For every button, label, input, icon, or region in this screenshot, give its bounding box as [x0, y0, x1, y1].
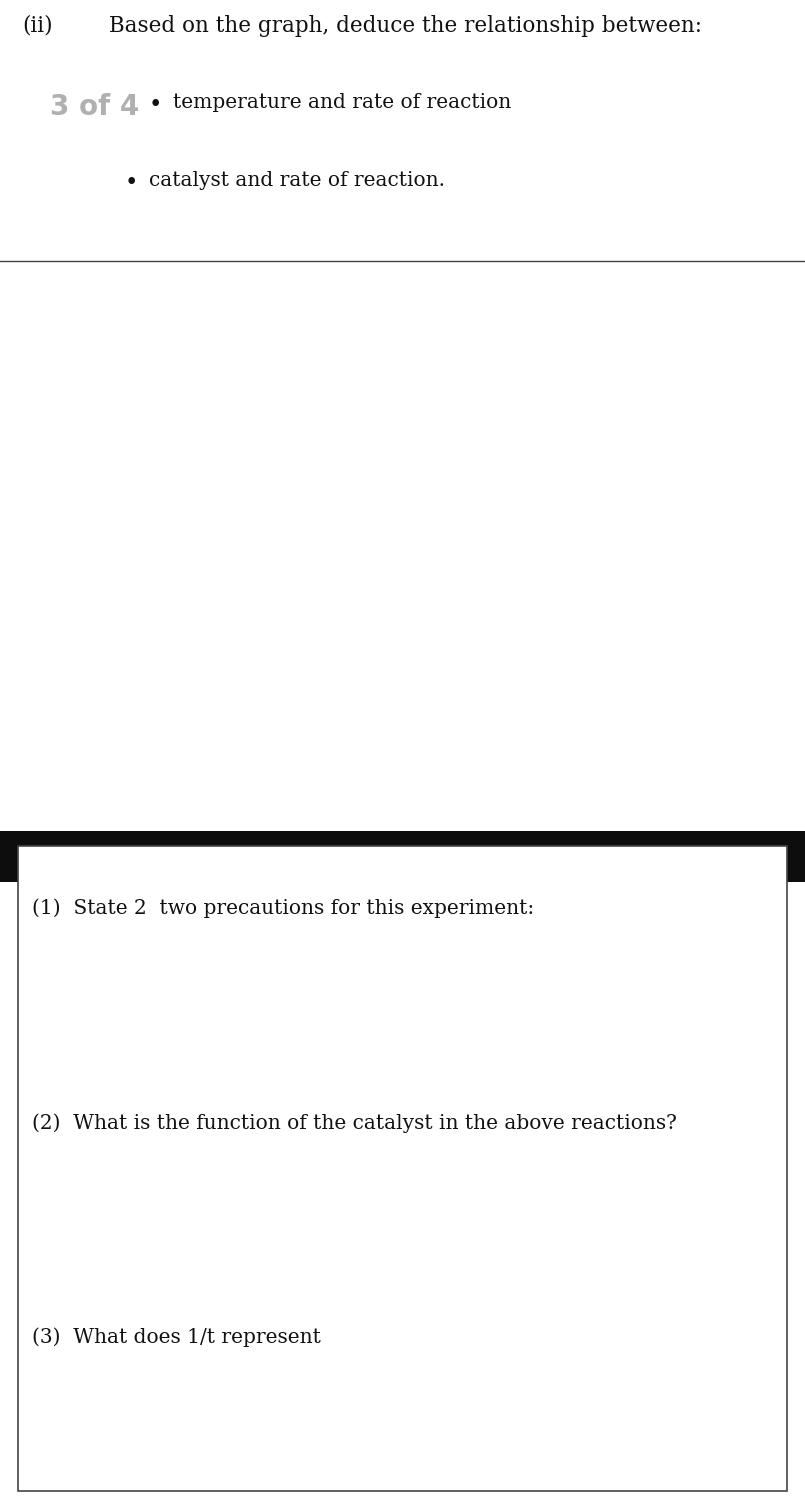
Text: •: •: [149, 93, 163, 115]
Text: temperature and rate of reaction: temperature and rate of reaction: [173, 93, 511, 112]
Text: (3)  What does 1/t represent: (3) What does 1/t represent: [32, 1327, 321, 1347]
Text: (2)  What is the function of the catalyst in the above reactions?: (2) What is the function of the catalyst…: [32, 1113, 677, 1132]
Text: (ii): (ii): [23, 15, 53, 37]
Bar: [0, 830, 805, 881]
Bar: [18, 846, 787, 1491]
Text: •: •: [125, 171, 138, 193]
Text: (1)  State 2  two precautions for this experiment:: (1) State 2 two precautions for this exp…: [32, 899, 535, 918]
Text: Based on the graph, deduce the relationship between:: Based on the graph, deduce the relations…: [109, 15, 702, 37]
Text: catalyst and rate of reaction.: catalyst and rate of reaction.: [149, 171, 445, 190]
Text: 3 of 4: 3 of 4: [50, 93, 139, 121]
